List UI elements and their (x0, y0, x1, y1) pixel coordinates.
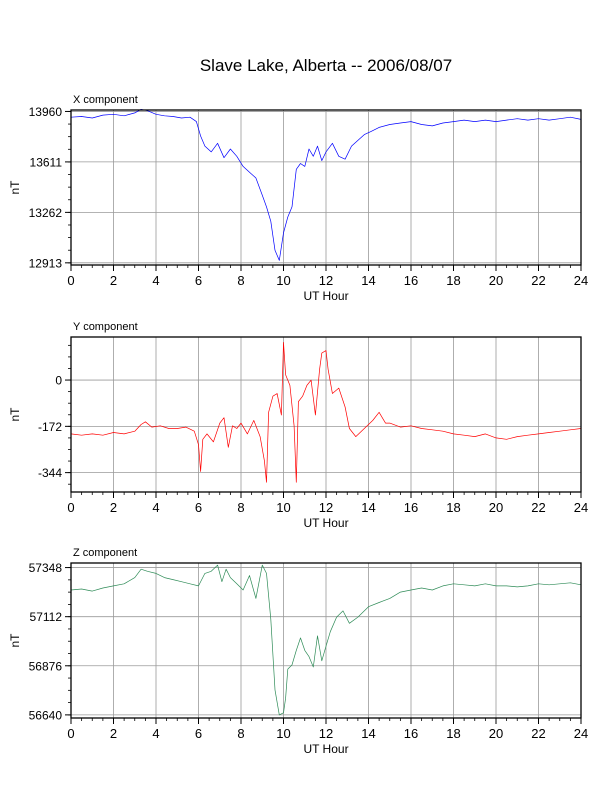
x-tick-label: 24 (574, 273, 588, 288)
y-tick-label: 13611 (30, 155, 63, 169)
x-tick-label: 6 (195, 726, 202, 741)
x-tick-label: 22 (531, 500, 545, 515)
y-tick-label: 13960 (29, 105, 63, 119)
y-tick-label: 0 (55, 374, 62, 388)
y-tick-label: 56876 (29, 659, 63, 673)
x-tick-label: 12 (319, 500, 333, 515)
x-tick-label: 2 (110, 726, 117, 741)
x-tick-label: 20 (489, 500, 503, 515)
x-tick-label: 2 (110, 273, 117, 288)
y-tick-label: 13262 (29, 206, 63, 220)
y-axis-label: nT (8, 407, 22, 422)
x-tick-label: 12 (319, 273, 333, 288)
x-tick-label: 20 (489, 273, 503, 288)
x-tick-label: 0 (67, 500, 74, 515)
x-tick-label: 18 (446, 500, 460, 515)
x-tick-label: 8 (237, 726, 244, 741)
y-axis-label: nT (8, 180, 22, 195)
x-tick-label: 0 (67, 726, 74, 741)
panel-label: X component (73, 94, 138, 106)
x-axis-label: UT Hour (303, 289, 348, 303)
x-tick-label: 16 (404, 500, 418, 515)
y-tick-label: 12913 (29, 256, 63, 270)
plot-frame (70, 562, 582, 719)
y-tick-label: -172 (38, 420, 62, 434)
x-tick-label: 16 (404, 273, 418, 288)
x-tick-label: 8 (237, 500, 244, 515)
x-tick-label: 18 (446, 273, 460, 288)
x-tick-label: 14 (361, 500, 375, 515)
x-tick-label: 8 (237, 273, 244, 288)
x-tick-label: 6 (195, 273, 202, 288)
x-tick-label: 4 (152, 273, 159, 288)
y-axis-label: nT (8, 633, 22, 648)
x-tick-label: 4 (152, 500, 159, 515)
x-tick-label: 4 (152, 726, 159, 741)
x-tick-label: 2 (110, 500, 117, 515)
x-tick-label: 14 (361, 726, 375, 741)
series-line (70, 342, 582, 483)
x-tick-label: 10 (276, 273, 290, 288)
x-tick-label: 22 (531, 273, 545, 288)
x-tick-label: 24 (574, 726, 588, 741)
x-tick-label: 22 (531, 726, 545, 741)
x-axis-label: UT Hour (303, 516, 348, 530)
x-tick-label: 0 (67, 273, 74, 288)
x-tick-label: 10 (276, 726, 290, 741)
y-tick-label: 56640 (29, 708, 63, 722)
series-line (70, 108, 582, 261)
series-line (70, 564, 582, 716)
x-tick-label: 12 (319, 726, 333, 741)
x-tick-label: 16 (404, 726, 418, 741)
panel-label: Z component (73, 547, 137, 559)
x-axis-label: UT Hour (303, 742, 348, 756)
y-tick-label: -344 (38, 466, 62, 480)
x-tick-label: 6 (195, 500, 202, 515)
y-tick-label: 57348 (29, 561, 63, 575)
x-tick-label: 18 (446, 726, 460, 741)
x-tick-label: 24 (574, 500, 588, 515)
panel-label: Y component (73, 321, 138, 333)
x-tick-label: 10 (276, 500, 290, 515)
x-tick-label: 20 (489, 726, 503, 741)
page-title: Slave Lake, Alberta -- 2006/08/07 (199, 56, 453, 75)
plot-frame (70, 109, 582, 266)
x-tick-label: 14 (361, 273, 375, 288)
y-tick-label: 57112 (30, 610, 63, 624)
plot-frame (70, 336, 582, 493)
